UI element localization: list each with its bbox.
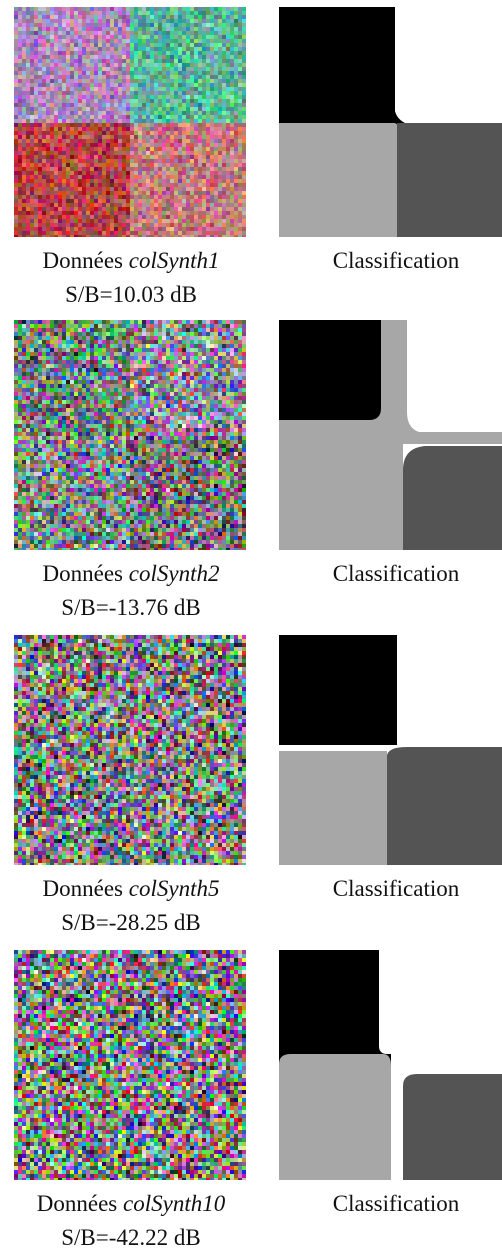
snr-caption: S/B=-13.76 dB xyxy=(0,595,262,621)
noisy-data-image xyxy=(14,635,246,865)
classification-caption: Classification xyxy=(290,561,502,587)
snr-caption: S/B=10.03 dB xyxy=(0,282,262,308)
data-caption: Données colSynth5 xyxy=(0,876,262,902)
classification-caption: Classification xyxy=(290,248,502,274)
data-caption-prefix: Données xyxy=(37,1191,123,1216)
figure-row: Données colSynth5 Classification S/B=-28.2… xyxy=(0,628,502,941)
noisy-data-image xyxy=(14,320,246,550)
figure-row: Données colSynth10 Classification S/B=-42.… xyxy=(0,943,502,1256)
classification-image xyxy=(279,635,502,865)
dataset-name: colSynth2 xyxy=(129,561,220,586)
figure-row: Données colSynth1 Classification S/B=10.03… xyxy=(0,0,502,313)
classification-image xyxy=(279,950,502,1180)
dataset-name: colSynth10 xyxy=(123,1191,225,1216)
data-caption-prefix: Données xyxy=(43,248,129,273)
noisy-data-image xyxy=(14,950,246,1180)
dataset-name: colSynth5 xyxy=(129,876,220,901)
classification-image xyxy=(279,320,502,550)
classification-image xyxy=(279,7,502,237)
snr-caption: S/B=-42.22 dB xyxy=(0,1225,262,1251)
data-caption: Données colSynth10 xyxy=(0,1191,262,1217)
data-caption-prefix: Données xyxy=(43,561,129,586)
data-caption: Données colSynth2 xyxy=(0,561,262,587)
classification-caption: Classification xyxy=(290,1191,502,1217)
classification-caption: Classification xyxy=(290,876,502,902)
data-caption: Données colSynth1 xyxy=(0,248,262,274)
figure-row: Données colSynth2 Classification S/B=-13.7… xyxy=(0,313,502,626)
noisy-data-image xyxy=(14,7,246,237)
dataset-name: colSynth1 xyxy=(129,248,220,273)
data-caption-prefix: Données xyxy=(43,876,129,901)
snr-caption: S/B=-28.25 dB xyxy=(0,910,262,936)
